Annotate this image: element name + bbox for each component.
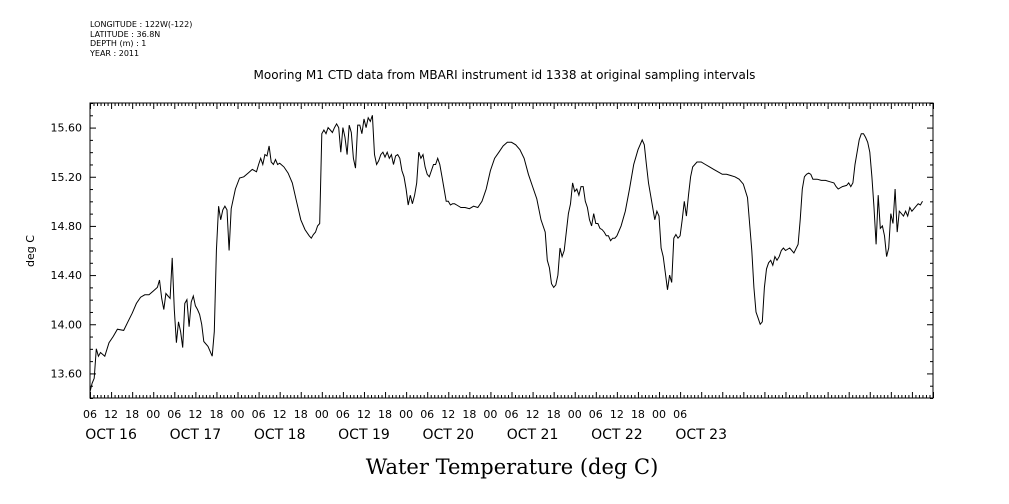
longitude-label: LONGITUDE : 122W(-122) xyxy=(90,20,193,29)
metadata-block: LONGITUDE : 122W(-122) LATITUDE : 36.8N … xyxy=(90,20,192,58)
x-hour-label: 06 xyxy=(505,408,519,421)
x-day-label: OCT 22 xyxy=(591,427,643,443)
x-hour-label: 06 xyxy=(167,408,181,421)
y-tick-label: 14.00 xyxy=(51,318,83,331)
year-label: YEAR : 2011 xyxy=(90,48,140,58)
x-hour-label: 12 xyxy=(273,408,287,421)
x-hour-label: 00 xyxy=(652,408,666,421)
x-day-label: OCT 17 xyxy=(170,427,222,443)
y-tick-label: 14.40 xyxy=(51,269,83,282)
x-hour-label: 06 xyxy=(420,408,434,421)
x-hour-label: 00 xyxy=(483,408,497,421)
axis-ticks xyxy=(90,103,934,399)
x-day-label: OCT 20 xyxy=(422,427,474,443)
x-hour-label: 12 xyxy=(357,408,371,421)
latitude-label: LATITUDE : 36.8N xyxy=(90,29,161,39)
x-hour-label: 12 xyxy=(441,408,455,421)
x-hour-label: 18 xyxy=(631,408,645,421)
x-hour-label: 18 xyxy=(125,408,139,421)
y-tick-label: 14.80 xyxy=(51,220,83,233)
y-tick-label: 15.60 xyxy=(51,122,83,135)
x-hour-label: 18 xyxy=(294,408,308,421)
x-hour-label: 00 xyxy=(399,408,413,421)
y-tick-label: 13.60 xyxy=(51,367,83,380)
y-tick-labels: 13.60 14.00 14.40 14.80 15.20 15.60 xyxy=(51,122,83,381)
depth-label: DEPTH (m) : 1 xyxy=(90,39,147,48)
series-line xyxy=(89,115,923,393)
y-axis-label: deg C xyxy=(24,235,37,267)
x-hour-label: 06 xyxy=(83,408,97,421)
x-day-label: OCT 21 xyxy=(507,427,559,443)
x-hour-label: 12 xyxy=(610,408,624,421)
x-day-label: OCT 19 xyxy=(338,427,390,443)
x-hour-label: 06 xyxy=(252,408,266,421)
x-hour-label: 18 xyxy=(547,408,561,421)
x-hour-label: 18 xyxy=(378,408,392,421)
x-day-labels: OCT 16 OCT 17 OCT 18 OCT 19 OCT 20 OCT 21 OCT … xyxy=(85,427,727,443)
x-hour-label: 12 xyxy=(104,408,118,421)
x-day-label: OCT 16 xyxy=(85,427,137,443)
x-hour-label: 06 xyxy=(336,408,350,421)
chart-title: Mooring M1 CTD data from MBARI instrumen… xyxy=(253,68,756,82)
x-hour-label: 12 xyxy=(526,408,540,421)
x-axis-label: Water Temperature (deg C) xyxy=(366,455,659,479)
y-tick-label: 15.20 xyxy=(51,171,83,184)
x-hour-label: 00 xyxy=(315,408,329,421)
x-hour-label: 18 xyxy=(462,408,476,421)
x-hour-label: 00 xyxy=(231,408,245,421)
x-day-label: OCT 23 xyxy=(675,427,727,443)
x-hour-labels: 06 12 18 00 06 12 18 00 06 12 18 00 06 12 18 00 06 12 18 00… xyxy=(83,408,687,421)
x-hour-label: 00 xyxy=(146,408,160,421)
x-day-label: OCT 18 xyxy=(254,427,306,443)
x-hour-label: 00 xyxy=(568,408,582,421)
x-hour-label: 12 xyxy=(188,408,202,421)
x-hour-label: 18 xyxy=(209,408,223,421)
x-hour-label: 06 xyxy=(589,408,603,421)
x-hour-label: 06 xyxy=(673,408,687,421)
